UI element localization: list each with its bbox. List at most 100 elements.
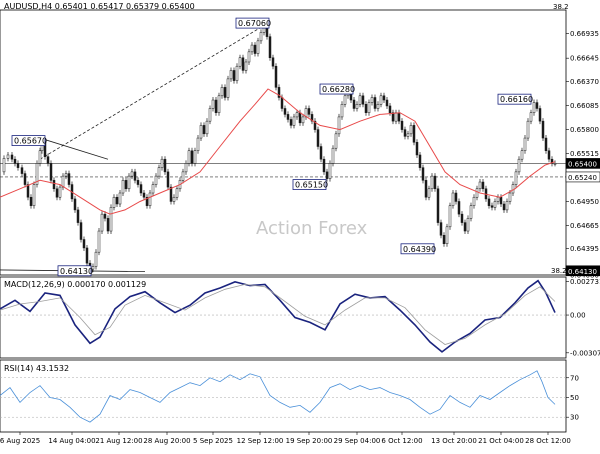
price-candle-body [229,70,233,80]
price-candle-body [499,196,503,205]
price-candle-body [307,108,311,115]
price-candle-body [469,205,473,219]
macd-line [0,279,556,353]
watermark: Action Forex [256,218,368,239]
price-candle-body [232,70,236,81]
price-candle-body [97,230,101,253]
price-annotation: 0.66280 [319,83,355,95]
price-candle-body [124,180,128,190]
rsi-line [0,370,556,423]
price-candle-body [16,163,20,168]
x-tick-label: 21 Oct 04:00 [478,437,524,445]
price-annotation-label: 0.65670 [14,137,47,146]
price-panel: AUDUSD,H4 0.65401 0.65417 0.65379 0.6540… [0,2,600,280]
price-candle-body [274,65,278,88]
price-candle-body [32,184,36,206]
price-tag-label: 0.64130 [568,268,597,276]
price-candle-body [478,181,482,190]
price-candle-body [421,167,425,181]
x-tick-label: 6 Aug 2025 [0,437,40,445]
price-candle-body [550,158,554,164]
price-annotation-label: 0.64390 [403,245,436,254]
price-candle-body [514,171,518,185]
x-tick-label: 19 Sep 20:00 [286,437,333,445]
price-candle-body [250,44,254,53]
right-top-label: 38.2 [553,3,569,11]
price-tag-label: 0.65240 [568,174,597,182]
price-candle-body [319,146,323,160]
price-candle-body [154,175,158,185]
price-candle-body [109,207,113,232]
price-candle-body [427,188,431,198]
price-tick-label: 0.66085 [570,102,599,110]
price-annotation: 0.65150 [292,179,328,190]
price-tick-label: 0.65800 [570,126,599,134]
price-candle-body [58,186,62,198]
price-candle-body [460,213,464,223]
price-candle-body [49,163,53,181]
price-tick-label: 0.66935 [570,30,599,38]
price-candle-body [457,201,461,215]
price-candle-body [103,213,107,219]
price-candle-body [505,201,509,211]
price-candle-body [277,87,281,98]
price-candle-body [397,112,401,122]
price-candle-body [52,180,56,190]
price-candle-body [94,251,98,267]
price-candle-body [520,150,524,160]
price-candle-body [106,218,110,232]
price-annotation-label: 0.67060 [238,19,271,28]
price-tick-label: 0.66645 [570,55,599,63]
price-candle-body [481,181,485,190]
price-candle-body [6,154,10,159]
price-candle-body [241,57,245,71]
price-candle-body [46,156,50,164]
price-candle-body [463,222,467,232]
price-candle-body [334,133,338,149]
price-candle-body [193,150,197,164]
price-candle-body [412,125,416,143]
price-candle-body [340,104,344,118]
price-candle-body [283,108,287,115]
price-candle-body [523,137,527,151]
price-tag: 0.64130 [565,265,600,277]
price-candle-body [439,222,443,236]
price-candle-body [445,226,449,244]
price-candle-body [151,184,155,194]
price-candle-body [160,158,164,168]
price-candle-body [190,150,194,164]
price-tag-label: 0.65400 [568,160,597,168]
price-candle-body [541,120,545,139]
price-candle-body [76,209,80,223]
price-candle-body [271,57,275,67]
price-candle-body [298,112,302,124]
macd-title: MACD(12,26,9) 0.000170 0.001129 [4,280,146,289]
price-candle-body [199,125,203,139]
price-tick-label: 0.64395 [570,245,599,253]
price-candle-body [2,158,6,173]
rsi-tick-label: 70 [570,374,579,382]
price-candle-body [436,188,440,223]
price-candle-body [115,196,119,205]
price-candle-body [208,108,212,122]
price-candle-body [490,205,494,208]
price-candle-body [268,36,272,59]
price-candle-body [187,150,191,164]
price-candle-body [493,201,497,208]
price-candle-body [322,158,326,173]
x-tick-label: 28 Aug 20:00 [143,437,190,445]
price-candle-body [139,184,143,194]
price-candle-body [451,192,455,206]
price-candle-body [223,87,227,98]
price-candle-body [85,247,89,264]
price-annotation-label: 0.66160 [500,95,533,104]
price-candle-body [244,61,248,71]
price-candle-body [364,104,368,113]
price-candle-body [82,239,86,249]
price-candle-body [235,65,239,81]
price-candle-body [136,180,140,185]
price-candle-body [38,150,42,164]
price-candle-body [547,150,551,160]
price-candle-body [64,173,68,177]
